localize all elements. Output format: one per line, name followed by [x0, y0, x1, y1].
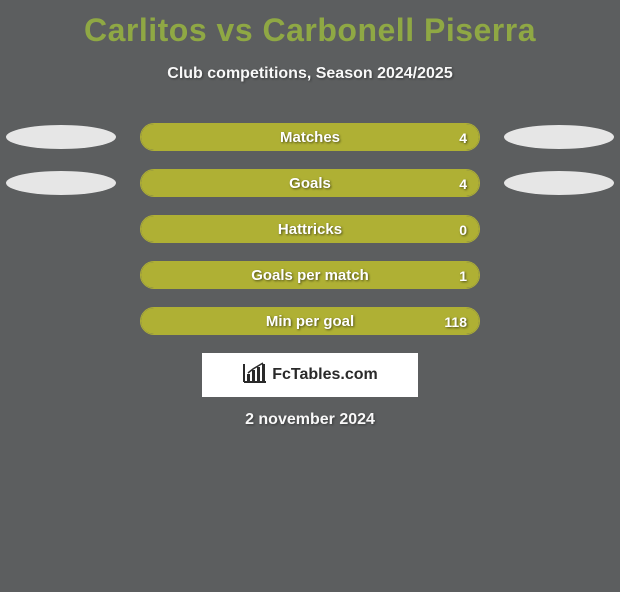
stat-value: 4 — [459, 170, 467, 197]
stat-row: Matches4 — [0, 123, 620, 151]
subtitle: Club competitions, Season 2024/2025 — [0, 65, 620, 83]
stat-bar: Hattricks0 — [140, 215, 480, 243]
brand-text: FcTables.com — [272, 366, 378, 384]
stat-label: Goals per match — [141, 262, 479, 289]
left-ellipse — [6, 171, 116, 195]
stat-value: 1 — [459, 262, 467, 289]
stat-bar: Goals4 — [140, 169, 480, 197]
stat-bar: Goals per match1 — [140, 261, 480, 289]
brand-box: FcTables.com — [202, 353, 418, 397]
stat-rows: Matches4Goals4Hattricks0Goals per match1… — [0, 123, 620, 335]
stat-label: Goals — [141, 170, 479, 197]
right-ellipse — [504, 125, 614, 149]
stat-label: Min per goal — [141, 308, 479, 335]
stat-value: 4 — [459, 124, 467, 151]
page-title: Carlitos vs Carbonell Piserra — [0, 12, 620, 49]
stat-row: Min per goal118 — [0, 307, 620, 335]
stat-label: Hattricks — [141, 216, 479, 243]
stat-label: Matches — [141, 124, 479, 151]
right-ellipse — [504, 171, 614, 195]
stat-bar: Matches4 — [140, 123, 480, 151]
stat-row: Goals per match1 — [0, 261, 620, 289]
stat-row: Hattricks0 — [0, 215, 620, 243]
left-ellipse — [6, 125, 116, 149]
stat-value: 0 — [459, 216, 467, 243]
stat-bar: Min per goal118 — [140, 307, 480, 335]
stat-row: Goals4 — [0, 169, 620, 197]
date-text: 2 november 2024 — [0, 411, 620, 429]
stat-value: 118 — [444, 308, 467, 335]
bar-chart-icon — [242, 362, 268, 389]
